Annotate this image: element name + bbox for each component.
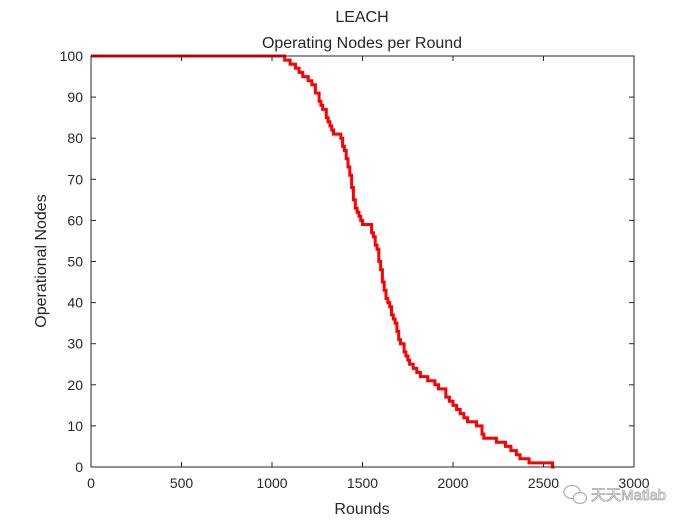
x-axis-label: Rounds (334, 501, 389, 518)
y-axis: 0 10 20 30 40 50 60 70 80 90 100 (60, 48, 634, 475)
x-tick-label: 1000 (256, 475, 287, 491)
x-tick-label: 1500 (347, 475, 378, 491)
y-tick-label: 50 (67, 254, 83, 270)
y-axis-label: Operational Nodes (33, 194, 50, 327)
y-tick-label: 70 (67, 171, 83, 187)
y-tick-label: 30 (67, 336, 83, 352)
wechat-icon (563, 484, 588, 505)
y-tick-label: 0 (75, 459, 83, 475)
x-tick-label: 0 (87, 475, 95, 491)
y-tick-label: 20 (67, 377, 83, 393)
x-tick-label: 2000 (437, 475, 468, 491)
chart-subtitle: Operating Nodes per Round (262, 35, 462, 52)
plot-frame (90, 55, 635, 468)
y-tick-label: 10 (67, 418, 83, 434)
y-tick-label: 60 (67, 212, 83, 228)
watermark: 天天Matlab (563, 484, 666, 505)
x-tick-label: 3000 (618, 475, 649, 491)
x-tick-label: 500 (170, 475, 194, 491)
y-tick-label: 100 (60, 48, 84, 64)
series-line-operational-nodes (91, 54, 555, 469)
y-tick-label: 40 (67, 295, 83, 311)
plot-area (91, 56, 634, 467)
x-axis: 0 500 1000 1500 2000 2500 3000 (87, 56, 650, 491)
y-tick-label: 90 (67, 89, 83, 105)
series-layer (91, 54, 555, 469)
y-tick-label: 80 (67, 130, 83, 146)
watermark-text: 天天Matlab (591, 487, 666, 504)
x-tick-label: 2500 (528, 475, 559, 491)
chart-title: LEACH (335, 9, 388, 26)
